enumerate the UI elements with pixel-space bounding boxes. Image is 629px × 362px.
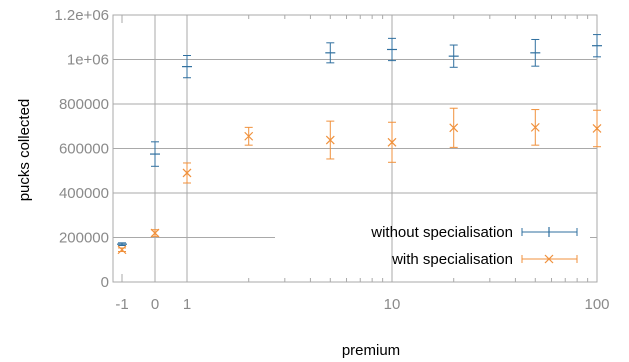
data-point-cross [325,135,335,145]
y-tick-label: 400000 [59,185,109,202]
y-tick-label: 0 [101,274,109,291]
y-tick-label: 200000 [59,230,109,247]
data-point-cross [387,137,397,147]
data-point-cross [182,168,192,178]
y-tick-label: 600000 [59,141,109,158]
y-tick-label: 1e+06 [67,52,109,69]
series-1 [117,34,602,247]
series-2 [117,107,602,255]
y-tick-label: 1.2e+06 [54,7,109,24]
legend-entry-1: without specialisation [370,224,578,241]
legend-entry-2: with specialisation [391,251,578,268]
x-tick-label: -1 [115,296,128,313]
x-tick-label: 1 [183,296,191,313]
x-tick-label: 0 [151,296,159,313]
legend-label: without specialisation [370,224,513,241]
data-point-cross [449,123,459,133]
y-axis-title: pucks collected [16,99,33,202]
data-point-cross [592,124,602,133]
x-axis-ticks: -1 0 1 10 100 [115,15,610,313]
data-point-cross [530,122,540,132]
x-axis-title: premium [342,342,400,359]
legend: without specialisation with specialisatio… [370,224,578,268]
legend-label: with specialisation [391,251,513,268]
data-point-cross [244,131,254,141]
y-tick-label: 800000 [59,96,109,113]
legend-marker-cross [544,254,554,264]
data-series [117,34,602,255]
data-point-cross [150,228,160,238]
x-tick-label: 10 [384,296,401,313]
data-point-cross [117,245,127,255]
x-tick-label: 100 [584,296,609,313]
y-axis-ticks: 0 200000 400000 600000 800000 1e+06 1.2e+06 [54,7,597,291]
